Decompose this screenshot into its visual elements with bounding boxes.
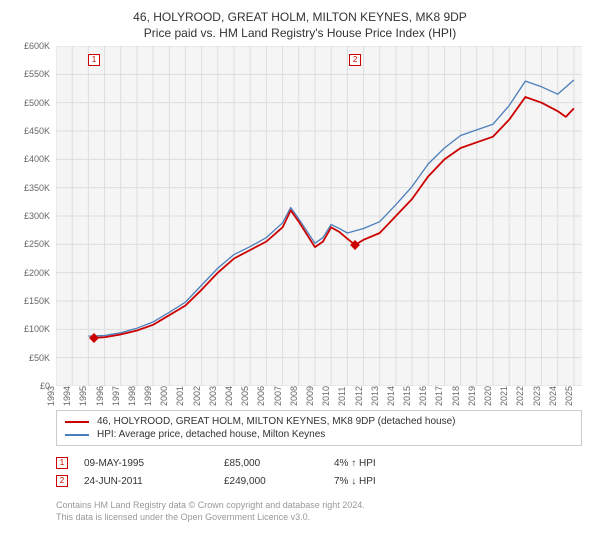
y-tick-label: £550K — [24, 69, 50, 79]
y-tick-label: £250K — [24, 239, 50, 249]
x-tick-label: 1993 — [46, 386, 56, 406]
y-tick-label: £200K — [24, 268, 50, 278]
row-price: £249,000 — [224, 476, 334, 487]
chart-area: £0£50K£100K£150K£200K£250K£300K£350K£400… — [56, 46, 582, 406]
x-tick-label: 2011 — [337, 387, 347, 406]
legend-label: HPI: Average price, detached house, Milt… — [97, 429, 325, 440]
x-tick-label: 2008 — [289, 386, 299, 406]
x-tick-label: 2010 — [321, 386, 331, 406]
x-tick-label: 2004 — [224, 386, 234, 406]
x-tick-label: 2015 — [402, 386, 412, 406]
x-tick-label: 1999 — [143, 386, 153, 406]
x-tick-label: 2006 — [256, 386, 266, 406]
x-tick-label: 2024 — [548, 386, 558, 406]
y-axis: £0£50K£100K£150K£200K£250K£300K£350K£400… — [14, 46, 54, 386]
y-tick-label: £600K — [24, 41, 50, 51]
transaction-table: 1 09-MAY-1995£85,0004% ↑ HPI 2 24-JUN-2011£… — [56, 454, 582, 490]
row-marker-box: 2 — [56, 475, 68, 487]
row-marker-box: 1 — [56, 457, 68, 469]
x-tick-label: 2016 — [418, 386, 428, 406]
x-tick-label: 1998 — [127, 386, 137, 406]
x-tick-label: 1997 — [111, 386, 121, 406]
x-tick-label: 2007 — [273, 386, 283, 406]
x-tick-label: 2014 — [386, 386, 396, 406]
chart-title-block: 46, HOLYROOD, GREAT HOLM, MILTON KEYNES,… — [14, 10, 586, 40]
row-price: £85,000 — [224, 458, 334, 469]
x-tick-label: 2003 — [208, 386, 218, 406]
x-tick-label: 2023 — [532, 386, 542, 406]
x-tick-label: 2001 — [175, 386, 185, 406]
legend: 46, HOLYROOD, GREAT HOLM, MILTON KEYNES,… — [56, 410, 582, 446]
row-date: 09-MAY-1995 — [84, 458, 224, 469]
x-tick-label: 2005 — [240, 386, 250, 406]
y-tick-label: £300K — [24, 211, 50, 221]
row-delta: 4% ↑ HPI — [334, 458, 376, 469]
x-tick-label: 1996 — [95, 386, 105, 406]
chart-title-subtitle: Price paid vs. HM Land Registry's House … — [14, 26, 586, 40]
x-tick-label: 2019 — [467, 386, 477, 406]
x-tick-label: 2002 — [192, 386, 202, 406]
y-tick-label: £450K — [24, 126, 50, 136]
legend-swatch — [65, 421, 89, 423]
legend-row: HPI: Average price, detached house, Milt… — [65, 428, 573, 441]
row-date: 24-JUN-2011 — [84, 476, 224, 487]
y-tick-label: £350K — [24, 183, 50, 193]
y-tick-label: £150K — [24, 296, 50, 306]
table-row: 2 24-JUN-2011£249,0007% ↓ HPI — [56, 472, 582, 490]
x-tick-label: 1994 — [62, 386, 72, 406]
x-tick-label: 1995 — [78, 386, 88, 406]
x-tick-label: 2025 — [564, 386, 574, 406]
footnote: Contains HM Land Registry data © Crown c… — [56, 500, 582, 523]
y-tick-label: £400K — [24, 154, 50, 164]
x-tick-label: 2009 — [305, 386, 315, 406]
x-tick-label: 2017 — [434, 386, 444, 406]
transaction-marker-box: 1 — [88, 54, 100, 66]
footnote-line1: Contains HM Land Registry data © Crown c… — [56, 500, 582, 512]
table-row: 1 09-MAY-1995£85,0004% ↑ HPI — [56, 454, 582, 472]
transaction-marker-box: 2 — [349, 54, 361, 66]
x-tick-label: 2018 — [451, 386, 461, 406]
x-axis: 1993199419951996199719981999200020012002… — [56, 386, 582, 406]
x-tick-label: 2013 — [370, 386, 380, 406]
legend-label: 46, HOLYROOD, GREAT HOLM, MILTON KEYNES,… — [97, 416, 455, 427]
x-tick-label: 2020 — [483, 386, 493, 406]
x-tick-label: 2022 — [515, 386, 525, 406]
x-tick-label: 2021 — [499, 386, 509, 406]
y-tick-label: £100K — [24, 324, 50, 334]
y-tick-label: £500K — [24, 98, 50, 108]
x-tick-label: 2000 — [159, 386, 169, 406]
legend-row: 46, HOLYROOD, GREAT HOLM, MILTON KEYNES,… — [65, 415, 573, 428]
plot-region: 12 — [56, 46, 582, 386]
legend-swatch — [65, 434, 89, 436]
x-tick-label: 2012 — [354, 386, 364, 406]
footnote-line2: This data is licensed under the Open Gov… — [56, 512, 582, 524]
y-tick-label: £50K — [29, 353, 50, 363]
chart-title-address: 46, HOLYROOD, GREAT HOLM, MILTON KEYNES,… — [14, 10, 586, 24]
row-delta: 7% ↓ HPI — [334, 476, 376, 487]
